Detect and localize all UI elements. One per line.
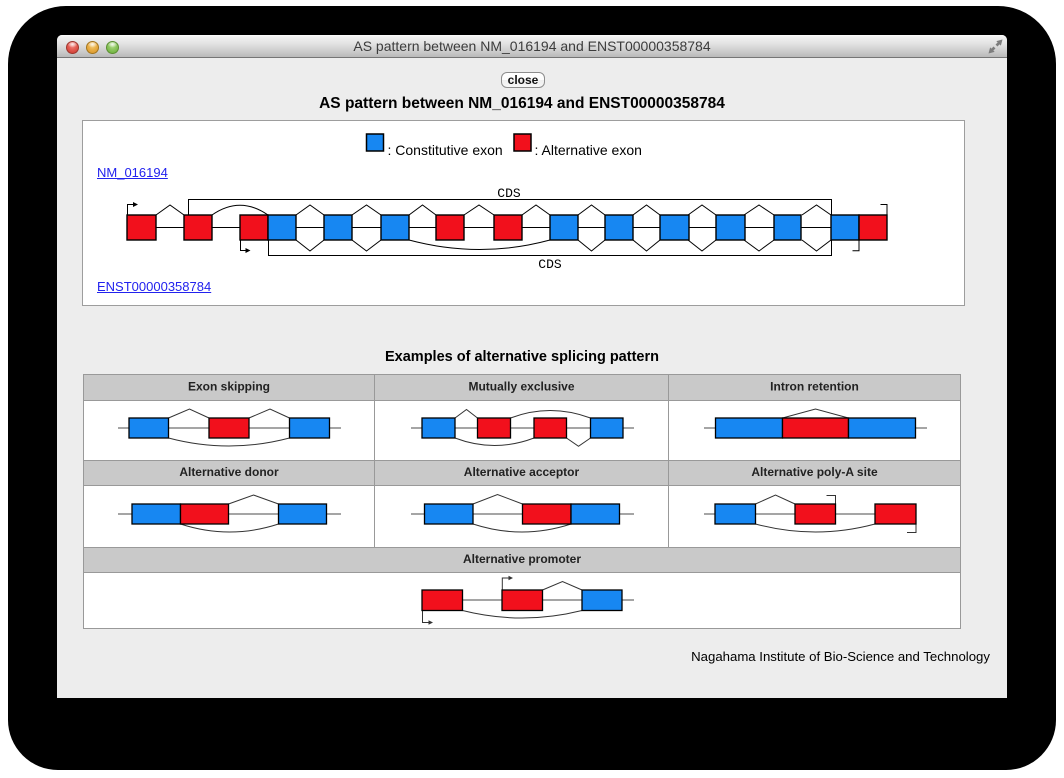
svg-text:Mutually exclusive: Mutually exclusive <box>468 380 574 394</box>
svg-text:Alternative promoter: Alternative promoter <box>463 552 581 566</box>
svg-text:Alternative poly-A site: Alternative poly-A site <box>751 465 878 479</box>
svg-text:Alternative donor: Alternative donor <box>179 465 279 479</box>
svg-text:Alternative acceptor: Alternative acceptor <box>464 465 580 479</box>
svg-text:Exon skipping: Exon skipping <box>188 380 270 394</box>
svg-text:Intron retention: Intron retention <box>770 380 859 394</box>
